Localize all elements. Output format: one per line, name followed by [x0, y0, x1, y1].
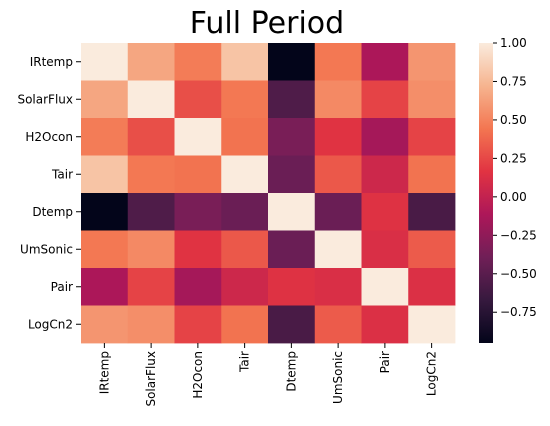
chart-title: Full Period — [190, 6, 344, 41]
column-label: Pair — [378, 351, 392, 373]
heatmap-cells — [81, 43, 456, 344]
heatmap-cell — [174, 268, 222, 306]
heatmap-cell — [221, 43, 269, 81]
heatmap-cell — [361, 230, 409, 269]
heatmap-cell — [268, 118, 316, 156]
heatmap-cell — [221, 193, 269, 231]
heatmap-cell — [127, 155, 175, 194]
heatmap-cell — [314, 155, 362, 194]
column-labels: IRtemp SolarFlux H2Ocon Tair Dtemp UmSonic Pai… — [97, 343, 439, 407]
heatmap-cell — [361, 193, 409, 231]
heatmap-cell — [408, 193, 456, 231]
heatmap-cell — [268, 80, 316, 119]
heatmap-cell — [268, 230, 316, 269]
heatmap-cell — [174, 305, 222, 344]
colorbar-tick-label: 0.50 — [500, 113, 527, 127]
column-label: LogCn2 — [425, 351, 439, 396]
heatmap-cell — [268, 268, 316, 306]
heatmap-cell — [408, 268, 456, 306]
row-label: SolarFlux — [17, 92, 73, 106]
heatmap-cell — [361, 268, 409, 306]
row-label: Pair — [51, 280, 73, 294]
heatmap-cell — [268, 193, 316, 231]
row-label: UmSonic — [20, 242, 73, 256]
heatmap-cell — [127, 193, 175, 231]
heatmap-cell — [268, 155, 316, 194]
heatmap-cell — [221, 118, 269, 156]
colorbar-tick-label: −0.75 — [500, 305, 537, 319]
heatmap-cell — [221, 155, 269, 194]
colorbar-tick-label: −0.50 — [500, 267, 537, 281]
heatmap-cell — [127, 305, 175, 344]
heatmap-cell — [174, 80, 222, 119]
heatmap-cell — [127, 43, 175, 81]
row-label: Tair — [51, 167, 73, 181]
heatmap-cell — [174, 118, 222, 156]
heatmap-cell — [314, 193, 362, 231]
column-label: H2Ocon — [191, 351, 205, 399]
heatmap-cell — [221, 268, 269, 306]
heatmap-cell — [314, 118, 362, 156]
column-label: UmSonic — [331, 351, 345, 404]
heatmap-cell — [127, 230, 175, 269]
heatmap-cell — [268, 305, 316, 344]
heatmap-cell — [174, 43, 222, 81]
heatmap-cell — [81, 305, 129, 344]
heatmap-cell — [174, 230, 222, 269]
heatmap-cell — [81, 118, 129, 156]
row-label: H2Ocon — [25, 130, 73, 144]
column-label: SolarFlux — [144, 351, 158, 407]
heatmap-cell — [408, 230, 456, 269]
column-label: Dtemp — [284, 351, 298, 392]
heatmap-cell — [174, 193, 222, 231]
heatmap-cell — [127, 118, 175, 156]
colorbar-gradient — [479, 43, 493, 343]
heatmap-cell — [408, 155, 456, 194]
heatmap-cell — [81, 193, 129, 231]
heatmap-cell — [314, 230, 362, 269]
heatmap-cell — [314, 268, 362, 306]
heatmap-cell — [127, 268, 175, 306]
heatmap-cell — [361, 43, 409, 81]
colorbar-tick-label: 0.75 — [500, 74, 527, 88]
heatmap-cell — [314, 305, 362, 344]
heatmap-cell — [408, 118, 456, 156]
heatmap-cell — [361, 80, 409, 119]
colorbar: 1.00 0.75 0.50 0.25 0.00 −0.25 −0.50 −0.75 — [479, 36, 537, 343]
colorbar-tick-label: 0.00 — [500, 190, 527, 204]
colorbar-tick-label: 0.25 — [500, 151, 527, 165]
row-label: Dtemp — [32, 205, 73, 219]
heatmap-cell — [314, 80, 362, 119]
heatmap-cell — [268, 43, 316, 81]
heatmap-cell — [314, 43, 362, 81]
heatmap-cell — [361, 118, 409, 156]
row-label: IRtemp — [30, 55, 73, 69]
colorbar-tick-label: −0.25 — [500, 228, 537, 242]
column-label: Tair — [238, 351, 252, 373]
heatmap-cell — [81, 230, 129, 269]
heatmap-cell — [174, 155, 222, 194]
heatmap-cell — [81, 268, 129, 306]
row-label: LogCn2 — [28, 317, 73, 331]
heatmap-cell — [408, 80, 456, 119]
heatmap-cell — [408, 305, 456, 344]
heatmap-cell — [81, 80, 129, 119]
heatmap-cell — [81, 155, 129, 194]
heatmap-cell — [361, 305, 409, 344]
heatmap-cell — [127, 80, 175, 119]
column-label: IRtemp — [97, 351, 111, 394]
heatmap-cell — [221, 80, 269, 119]
heatmap-cell — [81, 43, 129, 81]
heatmap-cell — [221, 305, 269, 344]
heatmap-cell — [408, 43, 456, 81]
row-labels: IRtemp SolarFlux H2Ocon Tair Dtemp UmSonic Pai… — [17, 55, 81, 331]
colorbar-tick-label: 1.00 — [500, 36, 527, 50]
heatmap-cell — [361, 155, 409, 194]
heatmap-cell — [221, 230, 269, 269]
